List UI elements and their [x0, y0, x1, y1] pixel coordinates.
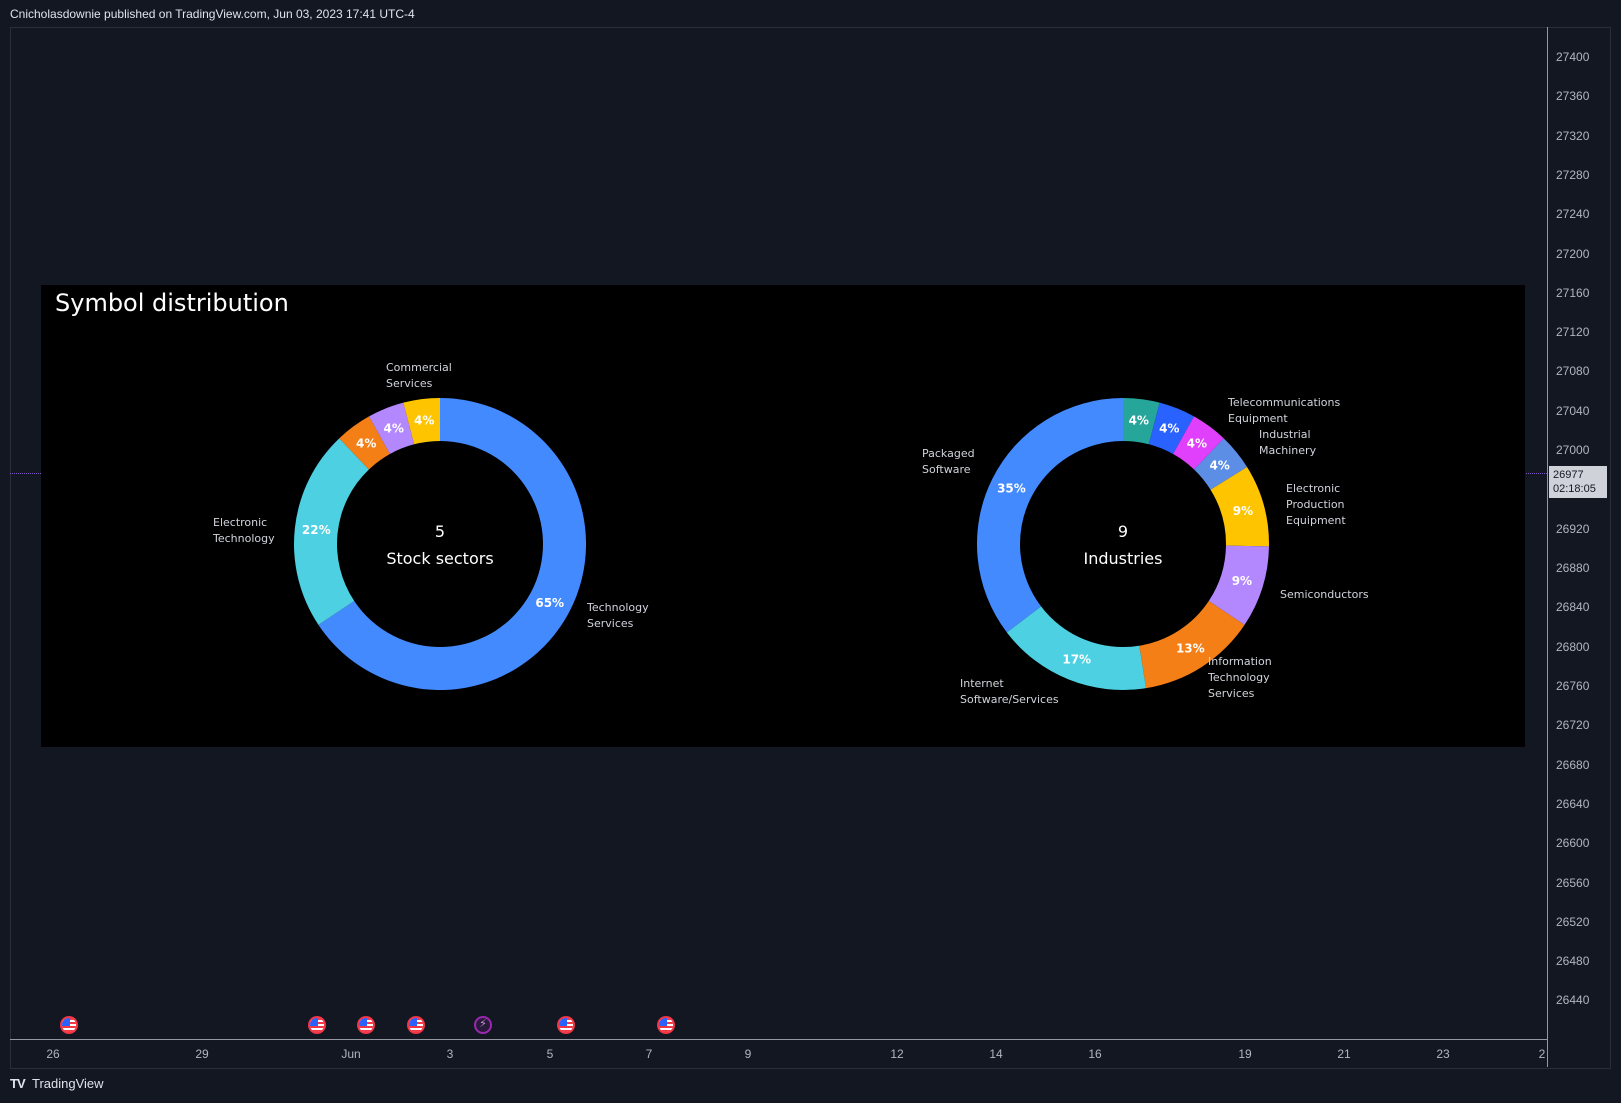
current-price-value: 26977: [1553, 468, 1584, 481]
us-flag-event-icon[interactable]: [657, 1016, 675, 1034]
donut-center-count: 9: [1118, 522, 1128, 541]
time-tick: 16: [1088, 1047, 1102, 1061]
donut-slice[interactable]: [318, 398, 586, 690]
price-tick: 26800: [1556, 639, 1590, 654]
slice-category-label: Electronic Technology: [212, 516, 275, 545]
footer-brand[interactable]: TV TradingView: [10, 1076, 104, 1091]
countdown-timer: 02:18:05: [1553, 482, 1596, 495]
price-tick: 26720: [1556, 718, 1590, 733]
price-tick: 26880: [1556, 561, 1590, 576]
time-tick: 5: [546, 1047, 554, 1061]
donut-center-label: Stock sectors: [386, 549, 493, 568]
slice-percent-label: 4%: [356, 437, 376, 451]
price-tick: 27280: [1556, 167, 1590, 182]
slice-percent-label: 65%: [535, 596, 564, 610]
slice-percent-label: 9%: [1232, 574, 1252, 588]
donut-slice[interactable]: [339, 416, 390, 470]
slice-percent-label: 4%: [1159, 421, 1179, 435]
slice-percent-label: 4%: [384, 421, 404, 435]
time-tick: Jun: [341, 1047, 361, 1061]
price-tick: 27160: [1556, 285, 1590, 300]
time-tick: 9: [744, 1047, 752, 1061]
us-flag-event-icon[interactable]: [357, 1016, 375, 1034]
us-flag-event-icon[interactable]: [557, 1016, 575, 1034]
price-tick: 26760: [1556, 678, 1590, 693]
time-tick: 19: [1238, 1047, 1252, 1061]
price-tick: 26600: [1556, 836, 1590, 851]
donut-center-count: 5: [435, 522, 445, 541]
publish-header: Cnicholasdownie published on TradingView…: [10, 7, 415, 21]
slice-category-label: Information Technology Services: [1207, 655, 1272, 700]
slice-percent-label: 22%: [302, 523, 331, 537]
donut-slice[interactable]: [1208, 545, 1269, 625]
donut-slice[interactable]: [1148, 402, 1194, 454]
price-tick: 26560: [1556, 875, 1590, 890]
slice-category-label: Telecommunications Equipment: [1227, 396, 1341, 425]
slice-percent-label: 4%: [1187, 437, 1207, 451]
donut-slice[interactable]: [1194, 438, 1248, 490]
time-tick: 12: [890, 1047, 904, 1061]
price-tick: 26440: [1556, 993, 1590, 1008]
us-flag-event-icon[interactable]: [60, 1016, 78, 1034]
price-tick: 27200: [1556, 246, 1590, 261]
current-price-tag: 26977 02:18:05: [1549, 465, 1607, 498]
slice-percent-label: 17%: [1062, 653, 1091, 667]
slice-percent-label: 13%: [1176, 642, 1205, 656]
time-tick: 29: [195, 1047, 209, 1061]
donut-slice[interactable]: [977, 398, 1123, 633]
price-tick: 27400: [1556, 50, 1590, 64]
price-tick: 27080: [1556, 364, 1590, 379]
time-tick: 23: [1436, 1047, 1450, 1061]
price-tick: 27360: [1556, 89, 1590, 104]
time-tick: 26: [46, 1047, 60, 1061]
price-tick: 26640: [1556, 796, 1590, 811]
slice-category-label: Semiconductors: [1280, 588, 1369, 601]
symbol-distribution-panel: Symbol distribution 65% Technology Service…: [41, 285, 1525, 747]
us-flag-event-icon[interactable]: [308, 1016, 326, 1034]
donut-slice[interactable]: [1139, 601, 1245, 689]
donut-slice[interactable]: [1123, 398, 1160, 445]
price-tick: 27120: [1556, 325, 1590, 340]
price-axis[interactable]: 27400 27360 27320 27280 27240 27200 27160 27120…: [1547, 27, 1611, 1067]
donut-center-label: Industries: [1084, 549, 1163, 568]
donut-slice[interactable]: [1173, 416, 1224, 470]
time-tick: 2: [1538, 1047, 1546, 1061]
time-axis[interactable]: 26 29 Jun 3 5 7 9 12 14 16 19 21 23 2: [10, 1039, 1547, 1067]
slice-category-label: Packaged Software: [922, 447, 975, 476]
time-tick: 14: [989, 1047, 1003, 1061]
price-tick: 27040: [1556, 403, 1590, 418]
panel-title: Symbol distribution: [55, 289, 289, 317]
slice-percent-label: 4%: [1129, 414, 1149, 428]
time-tick: 7: [645, 1047, 653, 1061]
price-tick: 27240: [1556, 207, 1590, 222]
price-tick: 26520: [1556, 914, 1590, 929]
flash-event-icon[interactable]: ⚡: [474, 1016, 492, 1034]
slice-percent-label: 9%: [1233, 504, 1253, 518]
time-tick: 3: [446, 1047, 454, 1061]
price-tick: 27000: [1556, 443, 1590, 458]
tradingview-logo-icon: TV: [10, 1076, 26, 1091]
price-tick: 27320: [1556, 128, 1590, 143]
donut-slice[interactable]: [403, 398, 440, 445]
us-flag-event-icon[interactable]: [407, 1016, 425, 1034]
slice-category-label: Commercial Services: [386, 361, 452, 390]
price-tick: 26840: [1556, 600, 1590, 615]
donut-charts: 65% Technology Services 22% Electronic Techno…: [212, 361, 1369, 706]
slice-category-label: Internet Software/Services: [960, 677, 1059, 706]
slice-percent-label: 35%: [997, 482, 1026, 496]
slice-percent-label: 4%: [414, 414, 434, 428]
price-tick: 26680: [1556, 757, 1590, 772]
slice-category-label: Electronic Production Equipment: [1286, 482, 1346, 527]
price-tick: 26480: [1556, 954, 1590, 969]
donut-slice[interactable]: [369, 402, 415, 454]
donut-slice[interactable]: [1210, 467, 1269, 547]
donut-slice[interactable]: [294, 438, 369, 625]
price-tick: 26920: [1556, 521, 1590, 536]
time-tick: 21: [1337, 1047, 1351, 1061]
slice-percent-label: 4%: [1209, 458, 1229, 472]
slice-category-label: Technology Services: [586, 601, 649, 630]
slice-category-label: Industrial Machinery: [1259, 428, 1317, 457]
donut-slice[interactable]: [1006, 606, 1147, 690]
brand-name: TradingView: [32, 1076, 104, 1091]
